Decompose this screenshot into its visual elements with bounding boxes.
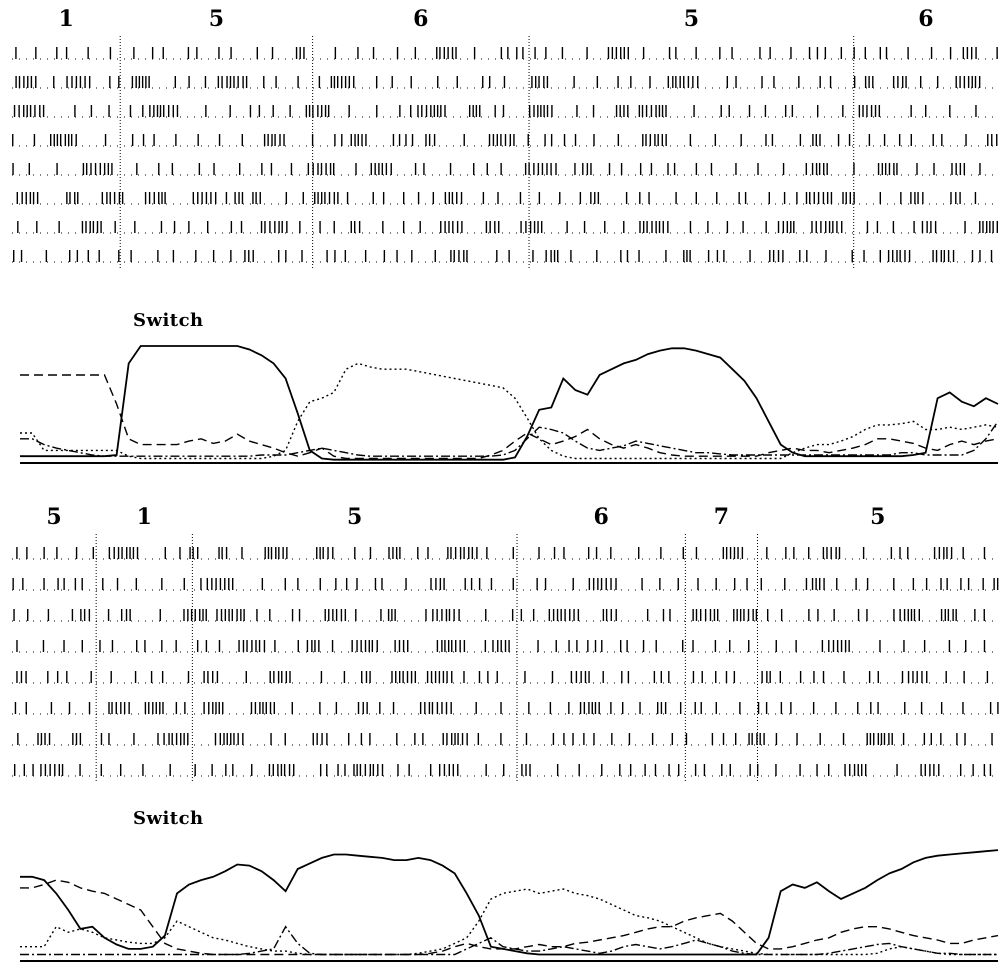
segment-label: 1 [137,504,152,530]
spike-ticks [16,192,977,204]
spike-ticks [16,547,986,559]
spike-ticks [12,134,998,146]
switch-label: Switch [133,310,204,331]
segment-label: 5 [870,504,885,530]
segment-label: 5 [46,504,61,530]
spike-ticks [13,609,985,621]
segment-label: 6 [918,6,933,32]
series-line-dashed [20,879,999,956]
series-line-solid [20,345,999,461]
spike-ticks [13,105,977,117]
series-line-dashdot [20,421,999,457]
series-line-solid [20,849,999,956]
series-line-dotted [20,362,999,460]
series-line-dashed [20,374,999,460]
top-panel: 1 5 6 5 6 Switch [12,6,999,464]
spike-ticks [15,47,998,59]
spike-ticks [17,221,999,233]
segment-label: 5 [347,504,362,530]
spike-ticks [17,733,993,745]
segment-label: 6 [594,504,609,530]
bottom-panel: 5 1 5 6 7 5 Switch [12,504,999,962]
spike-ticks [14,702,999,714]
segment-label: 1 [58,6,73,32]
switch-label: Switch [133,808,204,829]
segment-label: 7 [714,504,729,530]
spike-ticks [12,163,981,175]
spike-ticks [16,671,989,683]
segment-label: 5 [209,6,224,32]
segment-label: 6 [413,6,428,32]
spike-ticks [13,764,992,776]
spike-ticks [15,76,981,88]
series-line-dotted [20,888,998,956]
segment-label: 5 [684,6,699,32]
spike-ticks [12,578,999,590]
series-line-dashdot [20,925,998,956]
spike-ticks [16,640,986,652]
spike-ticks [13,250,993,262]
